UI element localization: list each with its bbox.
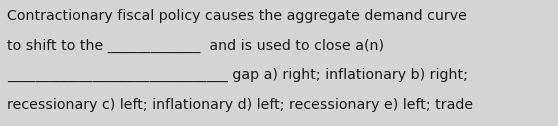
Text: _______________________________ gap a) right; inflationary b) right;: _______________________________ gap a) r… xyxy=(7,68,468,82)
Text: Contractionary fiscal policy causes the aggregate demand curve: Contractionary fiscal policy causes the … xyxy=(7,9,466,23)
Text: recessionary c) left; inflationary d) left; recessionary e) left; trade: recessionary c) left; inflationary d) le… xyxy=(7,98,473,112)
Text: to shift to the _____________  and is used to close a(n): to shift to the _____________ and is use… xyxy=(7,38,384,53)
